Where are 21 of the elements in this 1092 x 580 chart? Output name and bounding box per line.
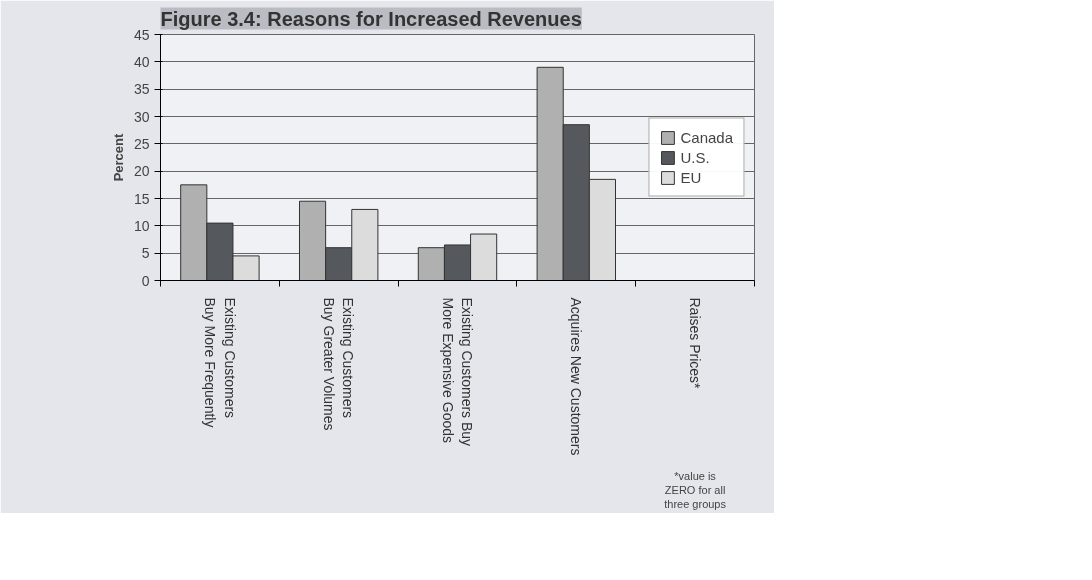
x-tick-label: Raises Prices* [687,297,704,390]
y-axis-title: Percent [110,132,126,182]
y-tick-label: 0 [141,272,150,289]
legend-label: U.S. [680,148,710,166]
y-tick-label: 35 [133,81,150,98]
x-tick-label: Existing Customers Buy Greater Volumes [321,297,357,431]
chart-title: Figure 3.4: Reasons for Increased Revenues [160,7,582,30]
y-tick-label: 10 [133,217,150,234]
legend-label: EU [680,168,702,186]
y-tick-label: 5 [141,245,150,262]
y-tick-label: 45 [133,26,150,43]
x-tick-label: Existing Customers Buy More Expensive Goods [439,297,476,447]
x-tick-label: Existing Customers Buy More Frequently [202,297,238,428]
y-tick-label: 15 [133,190,150,207]
y-tick-label: 30 [133,108,150,125]
text: *value is ZERO for all three groups [664,469,727,511]
y-tick-label: 40 [133,53,150,70]
x-tick-label: Acquires New Customers [568,297,585,456]
y-tick-label: 25 [133,135,150,152]
y-tick-label: 20 [133,163,150,180]
legend-label: Canada [680,128,733,146]
